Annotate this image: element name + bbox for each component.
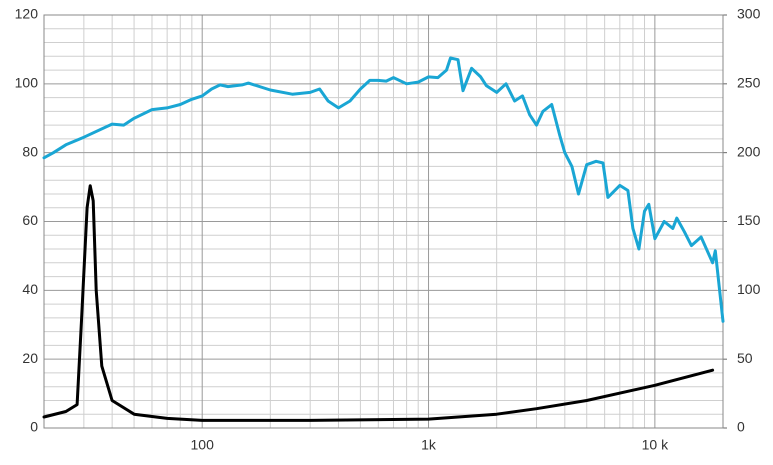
- plot-frame: [43, 14, 724, 429]
- y2-tick-label: 0: [737, 419, 745, 435]
- y-tick-label: 0: [30, 419, 38, 435]
- x-tick-label: 100: [191, 437, 215, 453]
- y-tick-label: 100: [15, 75, 39, 91]
- x-tick-label: 1k: [421, 437, 437, 453]
- y-tick-label: 80: [22, 143, 38, 159]
- y-tick-label: 20: [22, 350, 38, 366]
- y2-tick-label: 150: [737, 212, 761, 228]
- series-line: [42, 184, 715, 422]
- y2-tick-label: 50: [737, 350, 753, 366]
- y2-tick-label: 300: [737, 6, 761, 22]
- y2-tick-label: 200: [737, 143, 761, 159]
- y-tick-label: 120: [15, 6, 39, 22]
- y2-tick-label: 100: [737, 281, 761, 297]
- y2-tick-label: 250: [737, 75, 761, 91]
- series-line: [42, 56, 725, 323]
- y-tick-label: 60: [22, 212, 38, 228]
- y-tick-label: 40: [22, 281, 38, 297]
- x-tick-label: 10 k: [642, 437, 669, 453]
